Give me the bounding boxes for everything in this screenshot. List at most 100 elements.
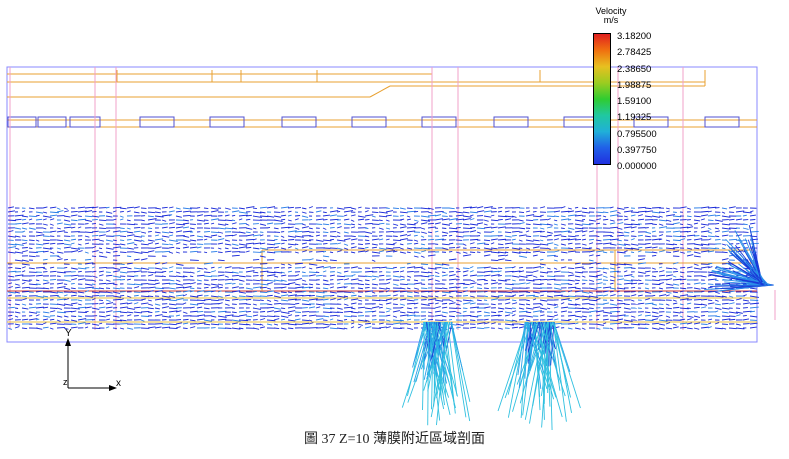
velocity-vector	[686, 266, 693, 269]
velocity-vector	[406, 218, 412, 221]
velocity-vector	[182, 243, 188, 246]
velocity-vector	[525, 210, 531, 213]
velocity-vector	[168, 279, 175, 282]
velocity-vector	[539, 303, 544, 306]
velocity-vector	[581, 223, 591, 226]
velocity-vector	[553, 322, 562, 325]
velocity-vector	[35, 327, 43, 330]
velocity-vector	[553, 287, 562, 290]
velocity-vector	[574, 287, 581, 290]
velocity-vector	[728, 327, 737, 330]
velocity-vector	[616, 287, 626, 290]
velocity-vector	[679, 287, 687, 290]
velocity-vector	[497, 206, 503, 209]
velocity-vector	[98, 219, 107, 222]
velocity-vector	[742, 294, 747, 297]
velocity-vector	[126, 234, 135, 237]
velocity-vector	[91, 275, 98, 278]
velocity-vector	[42, 282, 50, 285]
velocity-vector	[259, 242, 266, 245]
velocity-vector	[462, 274, 468, 277]
velocity-vector	[336, 231, 341, 234]
velocity-vector	[154, 207, 162, 210]
velocity-vector	[672, 299, 677, 302]
velocity-vector	[168, 231, 174, 234]
velocity-vector	[371, 266, 380, 269]
velocity-vector	[714, 295, 724, 298]
velocity-vector	[518, 266, 524, 269]
velocity-vector	[483, 287, 489, 289]
velocity-vector	[658, 294, 667, 297]
velocity-vector	[434, 299, 444, 302]
velocity-vector	[84, 206, 94, 209]
velocity-vector	[21, 259, 29, 262]
velocity-vector	[203, 319, 213, 322]
velocity-vector	[553, 314, 559, 317]
velocity-vector	[322, 311, 332, 314]
velocity-vector	[357, 243, 364, 246]
velocity-vector	[259, 318, 266, 321]
velocity-vector	[483, 243, 490, 245]
velocity-vector	[406, 321, 426, 396]
velocity-vector	[616, 211, 621, 214]
velocity-vector	[672, 326, 679, 329]
velocity-vector	[553, 215, 560, 218]
velocity-vector	[672, 222, 680, 225]
velocity-vector	[63, 226, 72, 229]
velocity-vector	[147, 271, 156, 274]
velocity-vector	[350, 235, 356, 238]
velocity-vector	[651, 230, 656, 233]
velocity-vector	[483, 219, 489, 222]
velocity-vector	[105, 274, 113, 277]
velocity-vector	[448, 299, 454, 302]
velocity-vector	[504, 283, 514, 286]
velocity-vector	[14, 326, 20, 329]
velocity-vector	[749, 214, 756, 217]
velocity-vector	[490, 219, 499, 222]
legend-value: 0.397750	[617, 145, 657, 157]
velocity-vector	[672, 243, 678, 246]
velocity-vector	[217, 315, 227, 318]
velocity-vector	[168, 234, 174, 237]
velocity-vector	[552, 321, 581, 409]
velocity-vector	[532, 266, 541, 269]
velocity-vector	[315, 274, 323, 277]
velocity-vector	[273, 303, 282, 305]
velocity-vector	[406, 230, 416, 233]
velocity-vector	[541, 321, 550, 428]
velocity-vector	[56, 243, 64, 245]
velocity-vector	[637, 234, 643, 237]
velocity-vector	[245, 295, 253, 298]
velocity-vector	[322, 239, 332, 242]
velocity-vector	[364, 250, 369, 253]
velocity-vector	[210, 278, 218, 281]
velocity-vector	[434, 222, 441, 225]
velocity-vector	[329, 314, 338, 317]
velocity-vector	[441, 315, 447, 318]
velocity-vector	[553, 321, 572, 413]
velocity-vector	[70, 287, 76, 290]
velocity-vector	[238, 319, 249, 322]
velocity-vector	[637, 318, 646, 321]
velocity-vector	[700, 206, 710, 209]
velocity-vector	[455, 251, 461, 254]
velocity-vector	[126, 255, 132, 258]
velocity-vector	[658, 314, 663, 317]
velocity-vector	[259, 286, 267, 289]
velocity-vector	[217, 227, 226, 230]
velocity-vector	[217, 310, 227, 313]
velocity-vector	[28, 207, 35, 210]
velocity-vector	[7, 294, 13, 297]
velocity-vector	[413, 247, 422, 250]
velocity-vector	[448, 207, 455, 210]
velocity-vector	[140, 231, 147, 234]
velocity-vector	[217, 242, 224, 245]
velocity-vector	[588, 250, 595, 253]
velocity-vector	[182, 235, 190, 238]
velocity-vector	[616, 234, 625, 237]
velocity-vector	[7, 206, 15, 209]
velocity-vector	[385, 247, 394, 250]
velocity-vector	[532, 239, 540, 242]
velocity-vector	[105, 215, 113, 218]
velocity-vector	[385, 278, 392, 281]
